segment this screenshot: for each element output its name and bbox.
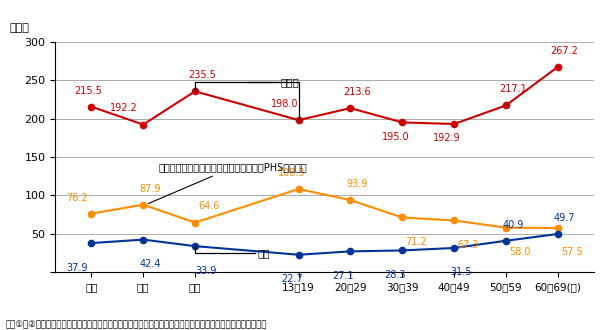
Text: （分）: （分） xyxy=(9,22,29,33)
Text: 215.5: 215.5 xyxy=(75,85,102,96)
Text: 22.7: 22.7 xyxy=(281,274,303,284)
Text: 27.1: 27.1 xyxy=(333,271,354,281)
Text: 64.6: 64.6 xyxy=(198,201,220,212)
Text: 198.0: 198.0 xyxy=(271,99,298,109)
Text: 67.3: 67.3 xyxy=(457,240,479,250)
Text: 213.6: 213.6 xyxy=(343,87,371,97)
Text: 28.3: 28.3 xyxy=(385,270,406,280)
Text: 図表①、②　独立行政法人情報通信研究機構「インターネットの利用動向に関する実態調査報告書」により作成: 図表①、② 独立行政法人情報通信研究機構「インターネットの利用動向に関する実態調… xyxy=(6,319,267,328)
Text: 33.9: 33.9 xyxy=(195,266,217,276)
Text: インターネット（パソコン、携帯電話・PHSの合計）: インターネット（パソコン、携帯電話・PHSの合計） xyxy=(149,162,308,204)
Text: 267.2: 267.2 xyxy=(551,46,579,56)
Text: テレビ: テレビ xyxy=(281,77,299,87)
Text: 57.5: 57.5 xyxy=(561,248,582,257)
Text: 76.2: 76.2 xyxy=(67,192,88,203)
Text: 108.3: 108.3 xyxy=(278,168,306,178)
Text: 195.0: 195.0 xyxy=(381,132,409,142)
Text: 235.5: 235.5 xyxy=(188,70,216,80)
Text: 新聞: 新聞 xyxy=(257,248,270,258)
Text: 217.1: 217.1 xyxy=(499,84,527,94)
Text: 40.9: 40.9 xyxy=(502,220,524,230)
Text: 49.7: 49.7 xyxy=(554,213,576,223)
Text: 93.9: 93.9 xyxy=(347,179,368,189)
Text: 58.0: 58.0 xyxy=(509,247,530,257)
Text: 192.2: 192.2 xyxy=(110,103,138,114)
Text: 42.4: 42.4 xyxy=(139,259,161,269)
Text: 71.2: 71.2 xyxy=(406,237,427,247)
Text: 37.9: 37.9 xyxy=(67,262,88,273)
Text: 192.9: 192.9 xyxy=(434,133,461,144)
Text: 31.5: 31.5 xyxy=(450,267,472,278)
Text: 87.9: 87.9 xyxy=(139,183,161,194)
